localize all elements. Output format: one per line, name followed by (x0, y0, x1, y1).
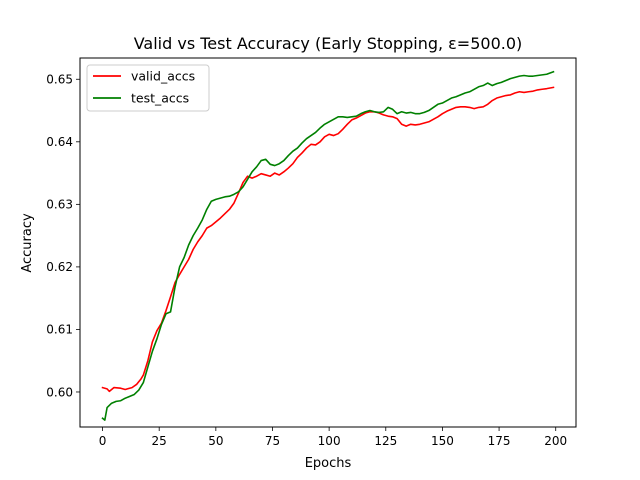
y-tick-label: 0.62 (46, 260, 73, 274)
y-axis-ticks: 0.60 0.61 0.62 0.63 0.64 0.65 (46, 73, 80, 399)
x-tick-label: 200 (544, 434, 567, 448)
x-axis-ticks: 0 25 50 75 100 125 150 175 200 (99, 427, 567, 448)
x-axis-label: Epochs (305, 456, 352, 471)
chart-title: Valid vs Test Accuracy (Early Stopping, … (134, 34, 523, 53)
x-tick-label: 0 (99, 434, 107, 448)
x-tick-label: 75 (265, 434, 280, 448)
y-tick-label: 0.65 (46, 73, 73, 87)
series-layer (101, 70, 555, 421)
y-tick-label: 0.61 (46, 323, 73, 337)
legend-label-test-accs: test_accs (131, 91, 189, 106)
x-tick-label: 125 (374, 434, 397, 448)
y-tick-label: 0.63 (46, 198, 73, 212)
legend: valid_accs test_accs (86, 64, 210, 112)
x-tick-label: 100 (318, 434, 341, 448)
y-tick-label: 0.60 (46, 385, 73, 399)
x-tick-label: 150 (431, 434, 454, 448)
series-line-test-accs (101, 70, 555, 421)
axes-frame (79, 57, 577, 428)
x-tick-label: 25 (152, 434, 167, 448)
y-tick-label: 0.64 (46, 135, 73, 149)
x-tick-label: 50 (208, 434, 223, 448)
plot-area (80, 58, 576, 427)
y-axis-label: Accuracy (20, 213, 35, 273)
x-tick-label: 175 (488, 434, 511, 448)
legend-label-valid-accs: valid_accs (131, 69, 195, 84)
